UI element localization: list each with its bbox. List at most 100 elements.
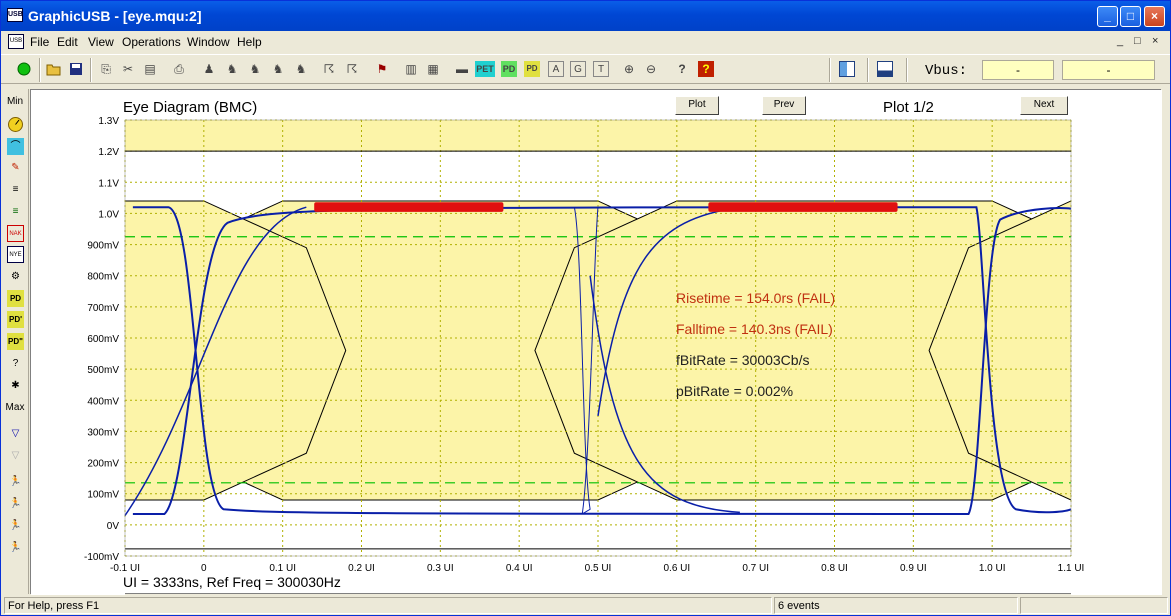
menu-edit[interactable]: Edit (57, 35, 78, 49)
list-green-icon[interactable]: ≡ (12, 206, 19, 217)
y-tick-label: 1.3V (98, 116, 119, 127)
x-tick-label: 0.5 UI (585, 563, 612, 574)
right-margin (1071, 90, 1162, 595)
copy-icon[interactable]: ⎘ (101, 62, 111, 76)
y-tick-label: 0V (107, 521, 120, 532)
minimize-button[interactable]: _ (1097, 6, 1118, 27)
menu-window[interactable]: Window (187, 35, 230, 49)
y-tick-label: 400mV (87, 396, 119, 407)
export-icon[interactable]: ▥ (405, 62, 417, 76)
y-tick-label: 1.1V (98, 178, 119, 189)
x-tick-label: -0.1 UI (110, 563, 140, 574)
toolbar-separator (867, 58, 869, 82)
t-icon[interactable]: T (593, 61, 609, 77)
cut-icon[interactable]: ✂ (122, 62, 134, 76)
network-icon[interactable]: ✱ (11, 380, 20, 391)
eye-trace (132, 206, 1072, 515)
x-tick-label: 0.2 UI (348, 563, 375, 574)
find-next-icon[interactable]: ♞ (249, 62, 261, 76)
plot-frame (124, 119, 1072, 557)
plot-button[interactable]: Plot (675, 96, 719, 115)
device-icon[interactable]: ▬ (456, 62, 468, 76)
max-button[interactable]: Max (5, 402, 25, 413)
runner-end-icon[interactable]: 🏃 (9, 542, 22, 553)
link-icon[interactable]: ✎ (11, 162, 20, 173)
stat-line: Falltime = 140.3ns (FAIL) (676, 321, 833, 337)
a-icon[interactable]: A (548, 61, 564, 77)
plot-footer: UI = 3333ns, Ref Freq = 300030Hz (123, 574, 341, 590)
stat-line: fBitRate = 30003Cb/s (676, 352, 809, 368)
maximize-button[interactable]: □ (1120, 6, 1141, 27)
find-prev-icon[interactable]: ♞ (226, 62, 238, 76)
filter-icon[interactable]: ⚑ (376, 62, 388, 76)
print-icon[interactable]: ⎙ (174, 62, 184, 76)
mdi-minimize-button[interactable]: _ (1117, 35, 1124, 47)
stat-line: Risetime = 154.0rs (FAIL) (676, 290, 835, 306)
menu-operations[interactable]: Operations (122, 35, 181, 49)
find-more-icon[interactable]: ♞ (295, 62, 307, 76)
y-tick-label: 100mV (87, 490, 119, 501)
mdi-close-button[interactable]: × (1152, 35, 1159, 47)
y-tick-label: 300mV (87, 427, 119, 438)
pd-double-prime-icon[interactable]: PD" (7, 333, 24, 350)
save-icon[interactable] (68, 61, 84, 77)
jump-icon[interactable]: ☈ (323, 62, 335, 76)
left-margin (31, 90, 125, 595)
paste-icon[interactable]: ▤ (144, 62, 156, 76)
y-tick-label: 1.2V (98, 147, 119, 158)
help-icon[interactable]: ? (678, 62, 686, 76)
menu-view[interactable]: View (88, 35, 114, 49)
menu-file[interactable]: File (30, 35, 50, 49)
run-icon[interactable] (16, 61, 32, 77)
status-bar: For Help, press F1 6 events (1, 596, 1170, 615)
zoom-out-icon[interactable]: ⊖ (645, 62, 657, 76)
document-icon[interactable]: USB (8, 34, 24, 49)
title-bar[interactable]: USB GraphicUSB - [eye.mqu:2] _ □ × (1, 1, 1170, 31)
whats-this-icon[interactable]: ? (698, 61, 714, 77)
nak-icon[interactable]: NAK (7, 225, 24, 242)
x-tick-label: 0.7 UI (742, 563, 769, 574)
close-button[interactable]: × (1144, 6, 1165, 27)
pd-icon[interactable]: PD (501, 61, 517, 77)
y-tick-label: 1.0V (98, 209, 119, 220)
jump-back-icon[interactable]: ☈ (346, 62, 358, 76)
min-button[interactable]: Min (6, 96, 24, 107)
g-icon[interactable]: G (570, 61, 586, 77)
x-tick-label: 0.3 UI (427, 563, 454, 574)
eye-trace (581, 207, 599, 515)
pd-sop-icon[interactable]: PD (524, 61, 540, 77)
pet-icon[interactable]: PET (475, 61, 495, 77)
report-icon[interactable]: ▦ (427, 62, 439, 76)
runner-back-icon[interactable]: 🏃 (9, 520, 22, 531)
toolbar-separator (906, 58, 908, 82)
split-view-icon[interactable] (839, 61, 855, 77)
pd-side-icon[interactable]: PD (7, 290, 24, 307)
plot-title: Eye Diagram (BMC) (123, 99, 257, 116)
probe-icon[interactable]: ? (12, 358, 19, 369)
zoom-in-icon[interactable]: ⊕ (623, 62, 635, 76)
runner-forward-icon[interactable]: 🏃 (9, 498, 22, 509)
runner-icon[interactable]: 🏃 (9, 476, 22, 487)
x-tick-label: 1.1 UI (1058, 563, 1085, 574)
vbus-field-1: - (982, 60, 1054, 80)
gauge-icon[interactable] (7, 116, 24, 133)
menu-help[interactable]: Help (237, 35, 262, 49)
pd-prime-icon[interactable]: PD' (7, 311, 24, 328)
y-tick-label: 600mV (87, 334, 119, 345)
toolbar-separator (39, 58, 41, 82)
nyet-icon[interactable]: NYE (7, 246, 24, 263)
prev-button[interactable]: Prev (762, 96, 806, 115)
bottom-pane-icon[interactable] (877, 61, 893, 77)
find-icon[interactable]: ♟ (203, 62, 215, 76)
eye-trace (132, 206, 1072, 515)
settings-icon[interactable]: ⚙ (11, 271, 20, 282)
find-all-icon[interactable]: ♞ (272, 62, 284, 76)
list-icon[interactable]: ≡ (12, 184, 19, 195)
open-icon[interactable] (46, 61, 62, 77)
filter-side-icon[interactable]: ▽ (11, 428, 20, 439)
next-button[interactable]: Next (1020, 96, 1068, 115)
eye-icon[interactable]: ⌒ (7, 138, 24, 155)
y-tick-label: 200mV (87, 459, 119, 470)
filter-disabled-icon[interactable]: ▽ (11, 450, 20, 461)
mdi-restore-button[interactable]: □ (1134, 35, 1141, 47)
